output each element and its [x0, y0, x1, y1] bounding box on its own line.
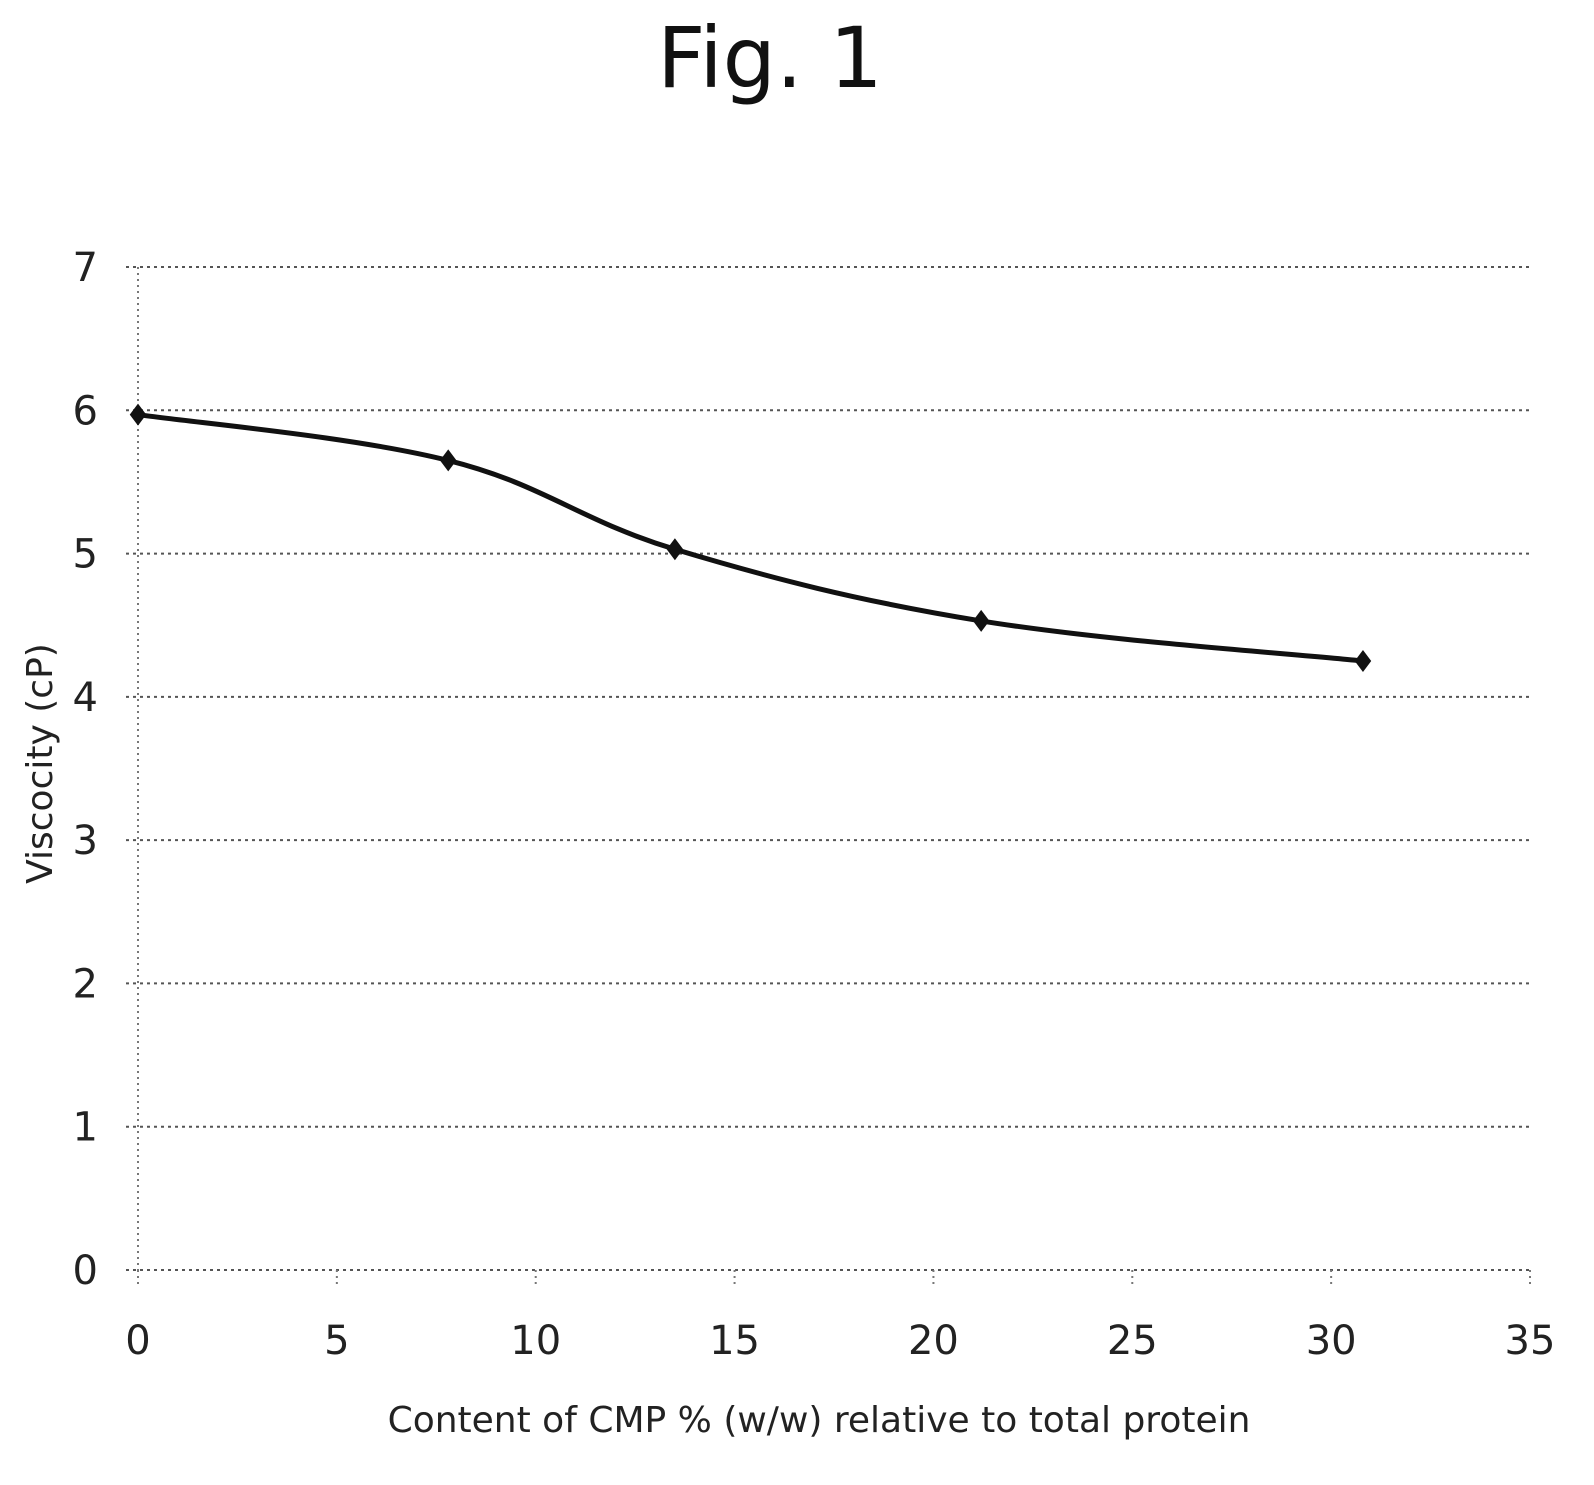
gridlines: [126, 267, 1530, 1270]
y-tick-label: 1: [73, 1105, 98, 1151]
x-axis-title: Content of CMP % (w/w) relative to total…: [388, 1400, 1251, 1441]
y-tick-label: 3: [73, 818, 98, 864]
x-tick-label: 5: [324, 1318, 349, 1364]
x-tick-label: 20: [908, 1318, 959, 1364]
series-line: [138, 415, 1363, 661]
x-tick-label: 25: [1107, 1318, 1158, 1364]
y-axis-title: Viscocity (cP): [20, 643, 61, 884]
tick-labels: 0 1 2 3 4 5 6 7 0 5 10 15 20 25 30 35: [73, 245, 1556, 1364]
x-tick-label: 10: [510, 1318, 561, 1364]
x-tick-label: 0: [125, 1318, 150, 1364]
data-series: [130, 404, 1371, 672]
data-point-marker: [440, 449, 457, 471]
y-tick-label: 6: [73, 388, 98, 434]
data-point-marker: [973, 610, 990, 632]
data-point-marker: [1355, 650, 1372, 672]
data-point-marker: [130, 404, 147, 426]
y-tick-label: 0: [73, 1248, 98, 1294]
y-tick-label: 5: [73, 532, 98, 578]
y-tick-label: 4: [73, 675, 98, 721]
data-point-marker: [667, 538, 684, 560]
x-tick-label: 15: [709, 1318, 760, 1364]
y-tick-label: 7: [73, 245, 98, 291]
axes: [138, 267, 1530, 1284]
x-tick-label: 30: [1306, 1318, 1357, 1364]
x-tick-label: 35: [1505, 1318, 1556, 1364]
y-tick-label: 2: [73, 961, 98, 1007]
